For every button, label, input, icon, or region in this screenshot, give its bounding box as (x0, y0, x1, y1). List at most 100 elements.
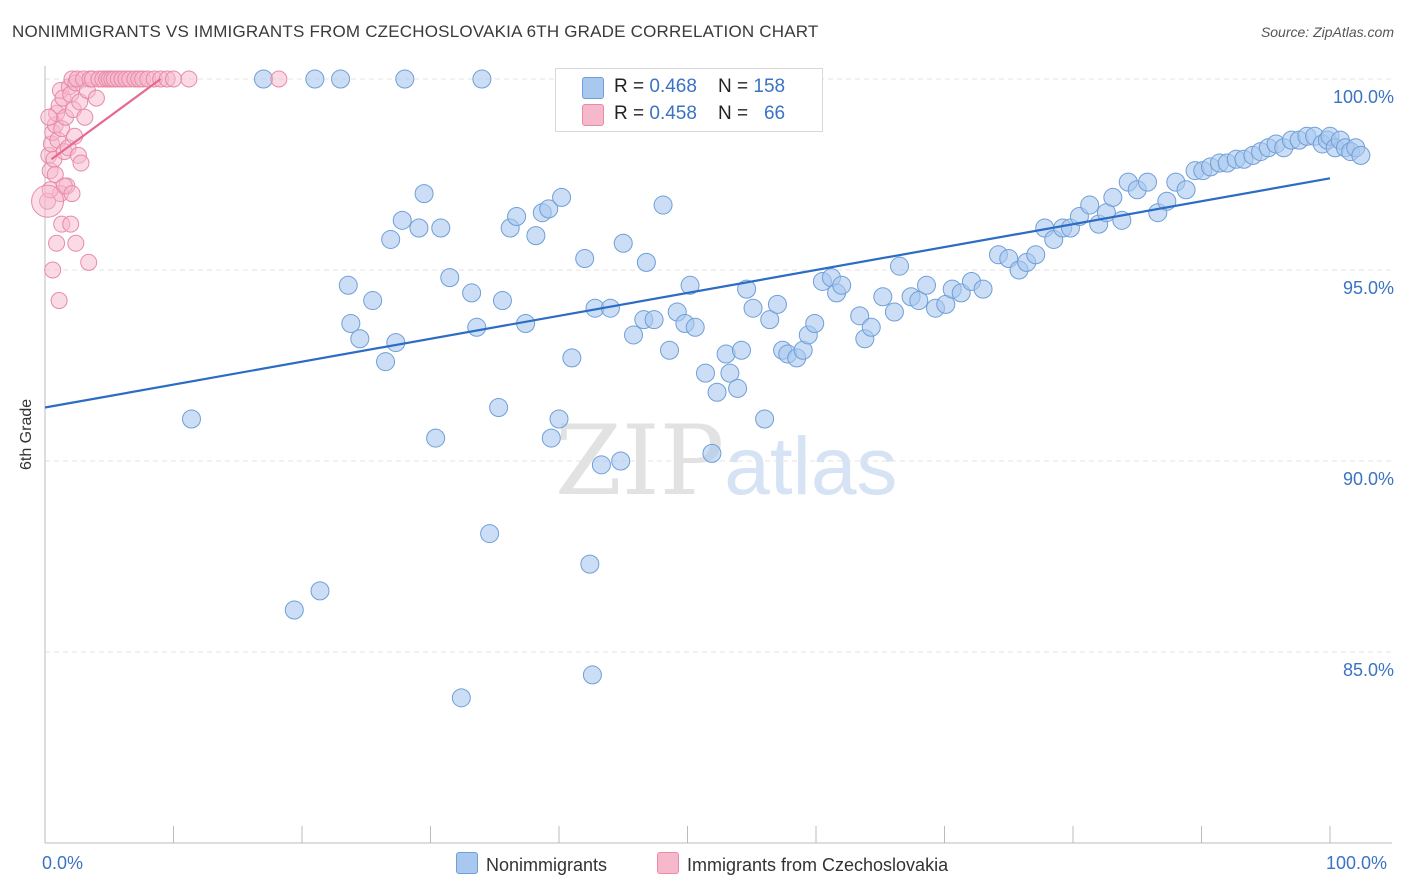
series-immigrants-czechoslovakia (31, 70, 288, 310)
point-nonimmigrant (480, 524, 500, 544)
point-nonimmigrant (917, 275, 937, 295)
y-axis-label: 6th Grade (18, 398, 35, 470)
point-nonimmigrant (552, 187, 572, 207)
point-nonimmigrant (409, 218, 429, 238)
point-nonimmigrant (381, 229, 401, 249)
point-nonimmigrant (284, 600, 304, 620)
point-nonimmigrant (767, 294, 787, 314)
point-immigrant (46, 166, 64, 183)
point-nonimmigrant (731, 340, 751, 360)
watermark-atlas: atlas (724, 421, 898, 512)
legend-text-blue: R = 0.468 N = 158 (614, 76, 786, 97)
legend-row-immigrants: R = 0.458 N = 66 (556, 101, 822, 127)
series-nonimmigrants (181, 69, 1371, 708)
point-nonimmigrant (580, 554, 600, 574)
point-nonimmigrant (507, 207, 527, 227)
bottom-legend-swatch-blue (456, 852, 478, 874)
point-nonimmigrant (305, 69, 325, 89)
y-tick-label: 100.0% (1332, 87, 1394, 107)
point-nonimmigrant (973, 279, 993, 299)
point-nonimmigrant (884, 302, 904, 322)
point-immigrant (62, 215, 80, 233)
point-nonimmigrant (338, 275, 358, 295)
point-nonimmigrant (760, 310, 780, 330)
point-nonimmigrant (755, 409, 775, 429)
point-nonimmigrant (707, 382, 727, 402)
source-label: Source: ZipAtlas.com (1260, 24, 1394, 40)
point-immigrant (180, 70, 198, 88)
point-immigrant (165, 70, 182, 88)
legend-swatch-pink (582, 104, 604, 126)
point-nonimmigrant (467, 317, 487, 337)
point-nonimmigrant (611, 451, 631, 471)
bottom-legend-nonimmigrants: Nonimmigrants (456, 852, 607, 876)
point-nonimmigrant (462, 283, 482, 303)
point-nonimmigrant (310, 581, 330, 601)
point-nonimmigrant (832, 275, 852, 295)
point-nonimmigrant (861, 317, 881, 337)
point-nonimmigrant (613, 233, 633, 253)
y-tick-label: 95.0% (1342, 278, 1394, 298)
point-nonimmigrant (890, 256, 910, 276)
point-nonimmigrant (685, 317, 705, 337)
point-nonimmigrant (539, 199, 559, 219)
trend-lines (44, 78, 1331, 409)
point-nonimmigrant (653, 195, 673, 215)
point-immigrant (67, 234, 85, 252)
point-nonimmigrant (331, 69, 351, 89)
y-tick-label: 85.0% (1342, 660, 1394, 680)
point-nonimmigrant (1026, 245, 1046, 265)
legend: R = 0.468 N = 158 R = 0.458 N = 66 (555, 68, 823, 132)
point-nonimmigrant (395, 69, 415, 89)
point-nonimmigrant (392, 210, 412, 230)
point-nonimmigrant (526, 226, 546, 246)
point-nonimmigrant (1103, 187, 1123, 207)
point-nonimmigrant (873, 287, 893, 307)
point-nonimmigrant (414, 184, 434, 204)
point-nonimmigrant (850, 306, 870, 326)
point-nonimmigrant (1138, 172, 1158, 192)
point-nonimmigrant (431, 218, 451, 238)
point-nonimmigrant (624, 325, 644, 345)
point-nonimmigrant (386, 333, 406, 353)
point-nonimmigrant (743, 298, 763, 318)
point-immigrant (76, 108, 94, 126)
point-immigrant (31, 184, 65, 218)
point-nonimmigrant (549, 409, 569, 429)
point-nonimmigrant (1351, 145, 1371, 165)
chart-title: NONIMMIGRANTS VS IMMIGRANTS FROM CZECHOS… (12, 22, 819, 41)
point-immigrant (63, 185, 81, 203)
point-immigrant (44, 261, 62, 279)
point-immigrant (48, 234, 66, 252)
watermark: ZIPatlas (555, 405, 897, 517)
point-immigrant (50, 292, 68, 310)
legend-text-pink: R = 0.458 N = 66 (614, 103, 786, 124)
point-nonimmigrant (737, 279, 757, 299)
point-nonimmigrant (426, 428, 446, 448)
point-nonimmigrant (181, 409, 201, 429)
point-immigrant (87, 89, 105, 107)
point-nonimmigrant (582, 665, 602, 685)
point-nonimmigrant (1080, 195, 1100, 215)
point-nonimmigrant (1176, 180, 1196, 200)
point-immigrant (40, 108, 58, 126)
y-tick-label: 90.0% (1342, 469, 1394, 489)
legend-swatch-blue (582, 77, 604, 99)
x-tick-label-max: 100.0% (1326, 853, 1388, 873)
point-nonimmigrant (492, 291, 512, 311)
point-nonimmigrant (728, 378, 748, 398)
point-nonimmigrant (720, 363, 740, 383)
point-nonimmigrant (562, 348, 582, 368)
point-nonimmigrant (644, 310, 664, 330)
point-nonimmigrant (660, 340, 680, 360)
point-nonimmigrant (909, 291, 929, 311)
point-nonimmigrant (575, 249, 595, 269)
trend-line-nonimmigrants (44, 177, 1331, 409)
point-nonimmigrant (591, 455, 611, 475)
point-nonimmigrant (489, 398, 509, 418)
point-nonimmigrant (341, 313, 361, 333)
point-nonimmigrant (695, 363, 715, 383)
point-nonimmigrant (376, 352, 396, 372)
point-nonimmigrant (472, 69, 492, 89)
